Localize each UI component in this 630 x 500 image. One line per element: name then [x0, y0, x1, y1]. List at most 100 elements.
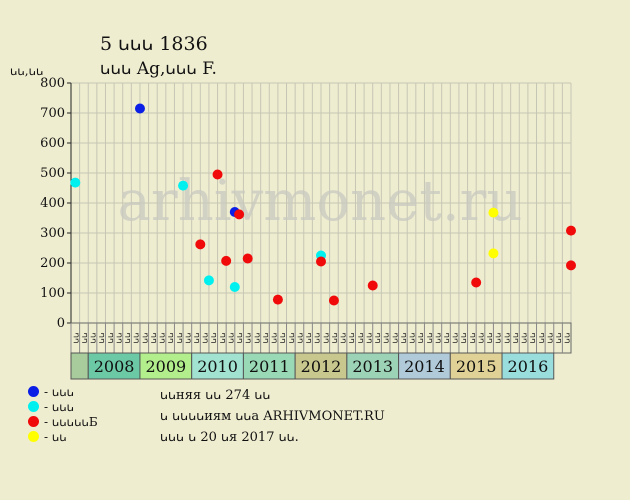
- column-label: ꭎꭎ: [408, 332, 418, 343]
- column-label: ꭎꭎ: [433, 332, 443, 343]
- note-line: ꭎꭎняя ꭎꭎ 274 ꭎꭎ: [160, 388, 271, 403]
- column-label: ꭎꭎ: [106, 332, 116, 343]
- year-bands: 2008 2009 2010 2011 2012 2013 2014 2015 2016: [70, 352, 555, 380]
- y-tick-label: 700: [40, 106, 65, 121]
- column-label: ꭎꭎ: [270, 332, 280, 343]
- y-tick-label: 200: [40, 256, 65, 271]
- legend-label: - ꭎꭎꭎꭎꭎБ: [44, 415, 98, 429]
- data-point: [229, 282, 240, 292]
- column-label: ꭎꭎ: [252, 332, 262, 343]
- data-point: [212, 169, 223, 180]
- column-label: ꭎꭎ: [158, 332, 168, 343]
- column-label: ꭎꭎ: [175, 332, 185, 343]
- legend-item: - ꭎꭎ: [28, 429, 98, 444]
- legend-label: - ꭎꭎ: [44, 430, 67, 444]
- column-label: ꭎꭎ: [71, 332, 81, 343]
- column-label: ꭎꭎ: [226, 332, 236, 343]
- y-tick-label: 300: [40, 226, 65, 241]
- column-label: ꭎꭎ: [330, 332, 340, 343]
- data-point: [178, 180, 189, 191]
- column-label: ꭎꭎ: [149, 332, 159, 343]
- legend-item: - ꭎꭎꭎꭎꭎБ: [28, 414, 98, 429]
- year-band: [398, 352, 451, 380]
- watermark: arhivmonet.ru: [118, 169, 523, 234]
- data-point: [242, 253, 253, 264]
- column-label: ꭎꭎ: [192, 332, 202, 343]
- column-label: ꭎꭎ: [166, 332, 176, 343]
- column-label: ꭎꭎ: [563, 332, 573, 343]
- column-label: ꭎꭎ: [356, 332, 366, 343]
- note-line: ꭎ ꭎꭎꭎꭎиям ꭎꭎа ARHIVMONET.RU: [160, 409, 385, 424]
- column-label: ꭎꭎ: [511, 332, 521, 343]
- column-label: ꭎꭎ: [209, 332, 219, 343]
- column-label: ꭎꭎ: [218, 332, 228, 343]
- column-label: ꭎꭎ: [235, 332, 245, 343]
- data-point: [272, 294, 283, 305]
- column-label: ꭎꭎ: [528, 332, 538, 343]
- column-label: ꭎꭎ: [183, 332, 193, 343]
- data-point: [328, 295, 339, 306]
- column-label: ꭎꭎ: [89, 332, 99, 343]
- column-label: ꭎꭎ: [313, 332, 323, 343]
- year-label: 2012: [301, 357, 342, 376]
- legend-swatch: [28, 401, 39, 412]
- y-tick-label: 800: [40, 76, 65, 91]
- column-label: ꭎꭎ: [287, 332, 297, 343]
- column-label: ꭎꭎ: [304, 332, 314, 343]
- data-point: [488, 207, 499, 218]
- column-label: ꭎꭎ: [132, 332, 142, 343]
- chart-title: 5 ꭎꭎꭎ 1836: [100, 33, 208, 55]
- column-label: ꭎꭎ: [502, 332, 512, 343]
- year-label: 2015: [456, 357, 497, 376]
- y-tick-label: 400: [40, 196, 65, 211]
- column-label: ꭎꭎ: [114, 332, 124, 343]
- y-tick-label: 600: [40, 136, 65, 151]
- year-band: [501, 352, 555, 380]
- column-label: ꭎꭎ: [494, 332, 504, 343]
- column-label: ꭎꭎ: [520, 332, 530, 343]
- column-label: ꭎꭎ: [278, 332, 288, 343]
- y-ticks: 0 100 200 300 400 500 600 700 800: [40, 76, 71, 331]
- data-point: [471, 277, 482, 288]
- year-label: 2008: [94, 357, 135, 376]
- year-label: 2014: [404, 357, 445, 376]
- note-line: ꭎꭎꭎ ꭎ 20 ꭎя 2017 ꭎꭎ.: [160, 430, 299, 445]
- legend-swatch: [28, 386, 39, 397]
- column-label: ꭎꭎ: [416, 332, 426, 343]
- legend-item: - ꭎꭎꭎ: [28, 384, 98, 399]
- year-label: 2016: [508, 357, 549, 376]
- data-point: [195, 239, 206, 250]
- column-label: ꭎꭎ: [364, 332, 374, 343]
- year-band: [87, 352, 141, 380]
- notes: ꭎꭎняя ꭎꭎ 274 ꭎꭎ ꭎ ꭎꭎꭎꭎиям ꭎꭎа ARHIVMONET…: [160, 385, 385, 448]
- column-label: ꭎꭎ: [545, 332, 555, 343]
- year-band: [294, 352, 348, 380]
- y-tick-label: 100: [40, 286, 65, 301]
- column-label: ꭎꭎ: [244, 332, 254, 343]
- legend-label: - ꭎꭎꭎ: [44, 385, 75, 399]
- data-point: [367, 280, 378, 291]
- column-label: ꭎꭎ: [485, 332, 495, 343]
- column-label: ꭎꭎ: [201, 332, 211, 343]
- data-point: [566, 260, 576, 271]
- data-point: [203, 275, 214, 286]
- year-band: [70, 352, 89, 380]
- year-label: 2011: [249, 357, 290, 376]
- column-label: ꭎꭎ: [399, 332, 409, 343]
- column-label: ꭎꭎ: [476, 332, 486, 343]
- data-point: [70, 177, 81, 188]
- data-point: [488, 248, 499, 259]
- column-label: ꭎꭎ: [123, 332, 133, 343]
- column-label: ꭎꭎ: [261, 332, 271, 343]
- column-label: ꭎꭎ: [459, 332, 469, 343]
- column-label: ꭎꭎ: [451, 332, 461, 343]
- column-label: ꭎꭎ: [537, 332, 547, 343]
- column-label: ꭎꭎ: [80, 332, 90, 343]
- column-label: ꭎꭎ: [295, 332, 305, 343]
- column-label: ꭎꭎ: [373, 332, 383, 343]
- year-label: 2013: [352, 357, 393, 376]
- legend-swatch: [28, 431, 39, 442]
- column-label: ꭎꭎ: [140, 332, 150, 343]
- column-label: ꭎꭎ: [382, 332, 392, 343]
